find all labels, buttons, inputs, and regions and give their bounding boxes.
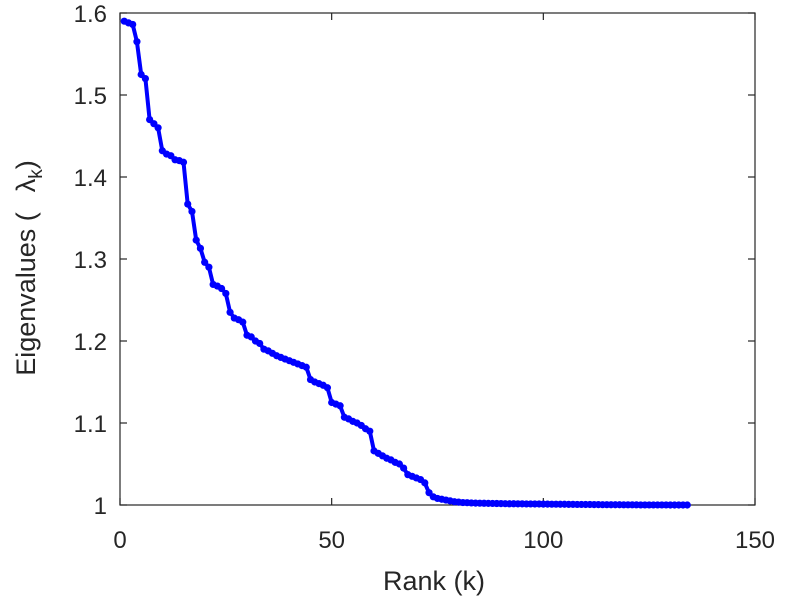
y-tick-label: 1.3 xyxy=(74,247,107,274)
y-axis-label-symbol: λ xyxy=(11,178,41,192)
data-point xyxy=(141,75,149,83)
y-tick-label: 1.4 xyxy=(74,165,107,192)
y-axis-ticks: 1 1.1 1.2 1.3 1.4 1.5 1.6 xyxy=(74,1,755,520)
data-point xyxy=(179,158,188,166)
data-point xyxy=(222,289,230,298)
data-point xyxy=(201,258,209,266)
data-point xyxy=(366,427,374,435)
data-point xyxy=(400,464,408,472)
data-point xyxy=(192,236,200,244)
y-tick-label: 1.5 xyxy=(74,83,107,110)
data-point xyxy=(133,38,141,46)
data-point xyxy=(188,207,196,216)
data-point xyxy=(205,263,213,271)
plot-area-box xyxy=(119,12,756,506)
x-axis-ticks: 0 50 100 150 xyxy=(113,13,775,554)
data-point xyxy=(323,384,332,392)
series xyxy=(120,17,691,509)
y-axis-label-subscript: k xyxy=(26,169,47,179)
y-tick-label: 1 xyxy=(94,493,107,520)
x-tick-label: 0 xyxy=(113,527,126,554)
series-line xyxy=(122,19,690,507)
y-axis-label: Eigenvalues ( λk) xyxy=(11,160,47,376)
y-tick-label: 1.2 xyxy=(74,329,107,356)
y-axis-label-suffix: ) xyxy=(11,160,41,169)
x-tick-label: 50 xyxy=(318,527,345,554)
data-point xyxy=(184,200,192,208)
data-point xyxy=(239,318,247,326)
data-point xyxy=(196,244,205,252)
data-point xyxy=(421,479,429,487)
data-point xyxy=(256,339,264,348)
data-point xyxy=(683,501,691,509)
data-point xyxy=(336,402,344,410)
plot-frame xyxy=(119,12,756,506)
x-tick-label: 150 xyxy=(735,527,775,554)
x-tick-label: 100 xyxy=(523,527,563,554)
y-tick-label: 1.6 xyxy=(74,1,107,28)
x-axis-label: Rank (k) xyxy=(383,566,485,596)
data-point xyxy=(226,308,234,316)
data-point xyxy=(218,284,226,293)
y-tick-label: 1.1 xyxy=(74,411,107,438)
data-point xyxy=(129,20,137,29)
y-axis-label-prefix: Eigenvalues ( xyxy=(11,212,41,376)
data-point xyxy=(302,363,310,371)
data-point xyxy=(154,124,162,132)
